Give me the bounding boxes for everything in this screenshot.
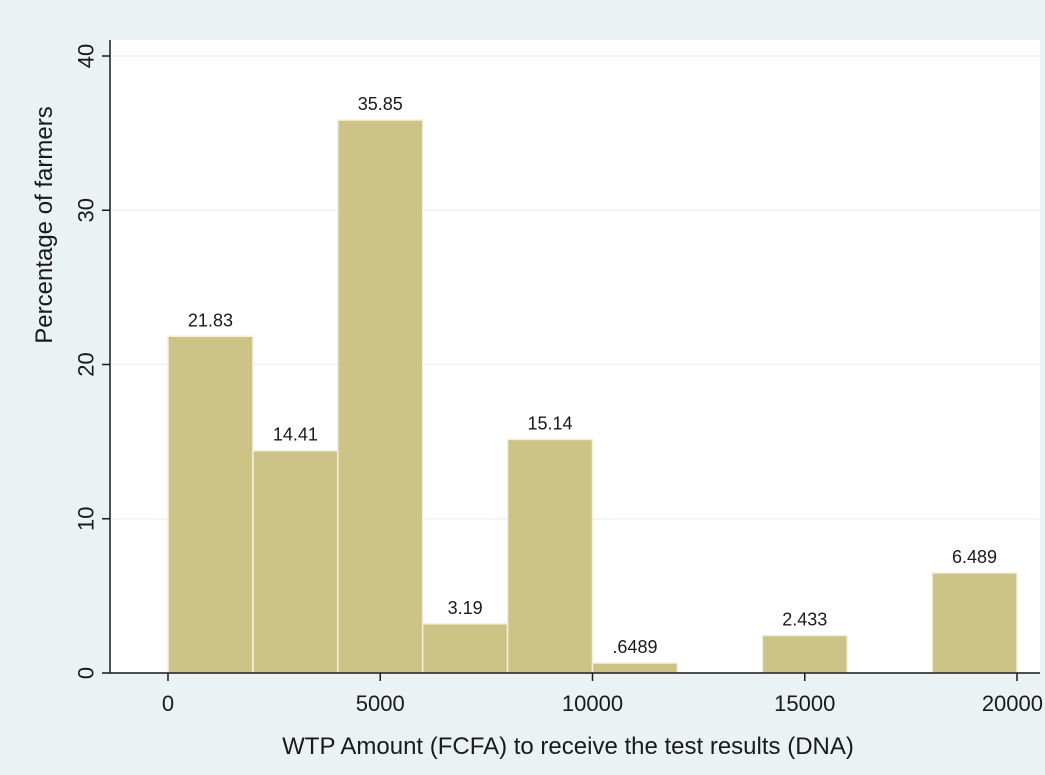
axes	[102, 40, 1040, 681]
histogram-bar	[761, 634, 848, 674]
bar-value-label: 35.85	[358, 94, 403, 114]
histogram-bar	[167, 335, 254, 674]
histogram-bar	[931, 572, 1018, 674]
bar-value-label: 3.19	[448, 598, 483, 618]
bar-value-label: .6489	[612, 637, 657, 657]
y-tick-label: 20	[74, 352, 99, 376]
bar-value-label: 2.433	[782, 609, 827, 629]
x-axis-title: WTP Amount (FCFA) to receive the test re…	[282, 733, 854, 760]
histogram-bar	[591, 662, 679, 674]
bar-value-label: 6.489	[952, 547, 997, 567]
x-tick-label: 0	[162, 691, 174, 716]
y-tick-label: 30	[74, 198, 99, 222]
bar-value-label: 21.83	[188, 310, 233, 330]
y-axis-title: Percentage of farmers	[31, 106, 58, 343]
x-tick-label: 15000	[774, 691, 835, 716]
x-tick-label: 5000	[356, 691, 405, 716]
histogram-bar	[421, 623, 509, 674]
y-tick-label: 10	[74, 507, 99, 531]
bar-labels: 21.83 14.41 35.85 3.19 15.14 .6489 2.433 6.489	[188, 94, 997, 657]
histogram-bar	[337, 119, 424, 674]
y-tick-label: 40	[74, 44, 99, 68]
bar-value-label: 14.41	[273, 425, 318, 445]
tick-labels: 0 10 20 30 40 0 5000 10000 15000 20000	[74, 44, 1044, 716]
bar-value-label: 15.14	[528, 413, 573, 433]
histogram-bar	[252, 449, 339, 674]
x-tick-label: 10000	[562, 691, 623, 716]
x-tick-label: 20000	[982, 691, 1043, 716]
histogram-bar	[506, 438, 594, 674]
y-tick-label: 0	[74, 667, 99, 679]
bars	[167, 119, 1018, 674]
